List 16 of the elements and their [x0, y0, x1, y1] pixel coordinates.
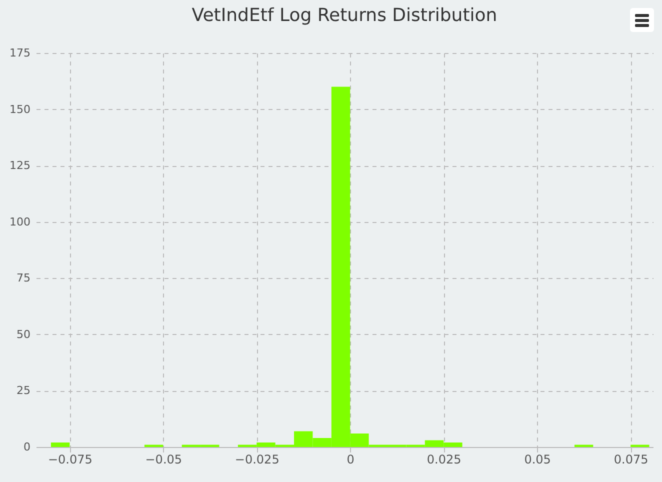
y-tick-label: 50: [16, 328, 30, 341]
x-tick-label: 0.075: [614, 452, 648, 466]
y-tick-label: 100: [10, 215, 30, 228]
x-tick-label: 0: [346, 452, 354, 466]
y-tick-label: 75: [16, 272, 30, 285]
y-tick-label: 150: [10, 102, 30, 116]
x-tick-label: 0.025: [426, 452, 462, 466]
y-tick-label: 25: [16, 384, 30, 398]
x-tick-label: 0.05: [524, 452, 551, 466]
chart-title: VetIndEtf Log Returns Distribution: [192, 5, 498, 26]
y-tick-label: 175: [10, 46, 30, 60]
x-tick-label: −0.075: [48, 452, 92, 466]
x-tick-label: −0.025: [234, 452, 280, 466]
y-tick-label: 0: [24, 440, 30, 454]
x-tick-label: −0.05: [145, 452, 182, 466]
y-tick-label: 125: [10, 159, 30, 172]
